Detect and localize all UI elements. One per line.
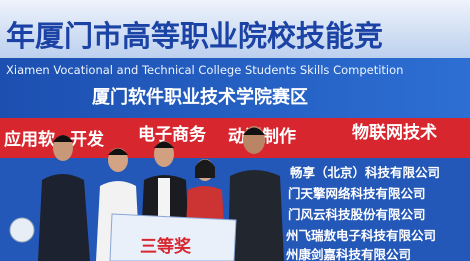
subtitle-en: Xiamen Vocational and Technical College … [6, 63, 403, 77]
sponsor: 州飞瑞敖电子科技有限公司 [285, 228, 436, 243]
sponsor: 门风云科技股份有限公司 [288, 207, 426, 222]
event: 电子商务 [138, 124, 207, 145]
page: 年厦门市高等职业院校技能竞 Xiamen Vocational and Tech… [0, 0, 470, 261]
title: 年厦门市高等职业院校技能竞 [6, 19, 383, 53]
logo [10, 218, 34, 242]
sponsor: 州康剑嘉科技有限公司 [285, 247, 411, 261]
event: 应用软 [4, 129, 55, 150]
award-banner: 三等奖 [110, 214, 236, 261]
award: 三等奖 [140, 236, 192, 257]
sponsor: 畅享（北京）科技有限公司 [290, 165, 440, 180]
event: 物联网技术 [352, 122, 437, 143]
event: 开发 [70, 129, 105, 150]
photo: 年厦门市高等职业院校技能竞 Xiamen Vocational and Tech… [0, 0, 470, 261]
venue: 厦门软件职业技术学院赛区 [92, 86, 308, 108]
sponsor: 门天擎网络科技有限公司 [288, 186, 426, 201]
